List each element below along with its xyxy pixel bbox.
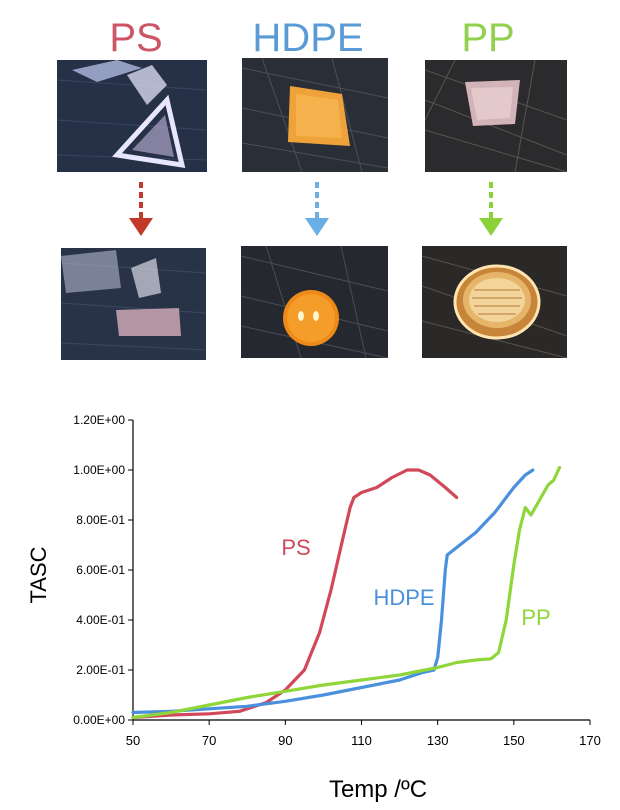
y-tick-label: 4.00E-01 bbox=[76, 613, 125, 627]
sample-title-hdpe: HDPE bbox=[252, 16, 364, 60]
pp-arrow-icon bbox=[479, 182, 503, 236]
pp-before-photo bbox=[425, 60, 567, 172]
pp-after-photo bbox=[422, 246, 567, 358]
y-tick-label: 6.00E-01 bbox=[76, 563, 125, 577]
series-label-hdpe: HDPE bbox=[373, 585, 434, 610]
x-axis-title: Temp /ºC bbox=[329, 776, 427, 803]
x-tick-label: 70 bbox=[202, 733, 216, 748]
x-tick-label: 150 bbox=[503, 733, 525, 748]
x-tick-label: 170 bbox=[579, 733, 601, 748]
series-label-ps: PS bbox=[281, 535, 310, 560]
hdpe-arrow-icon bbox=[305, 182, 329, 236]
ps-after-photo bbox=[61, 248, 206, 360]
sample-title-ps: PS bbox=[109, 16, 163, 60]
hdpe-after-photo bbox=[241, 246, 388, 358]
series-label-pp: PP bbox=[521, 605, 550, 630]
y-tick-label: 1.00E+00 bbox=[73, 463, 125, 477]
series-line-pp bbox=[131, 465, 562, 720]
y-tick-label: 8.00E-01 bbox=[76, 513, 125, 527]
x-tick-label: 110 bbox=[351, 733, 372, 748]
ps-arrow-icon bbox=[129, 182, 153, 236]
series-line-ps bbox=[131, 468, 459, 720]
x-tick-label: 50 bbox=[126, 733, 140, 748]
tasc-line-chart: 0.00E+00 2.00E-01 4.00E-01 6.00E-01 8.00E-01… bbox=[26, 413, 601, 803]
y-tick-label: 0.00E+00 bbox=[73, 713, 125, 727]
y-tick-label: 1.20E+00 bbox=[73, 413, 125, 427]
x-tick-label: 130 bbox=[427, 733, 449, 748]
hdpe-before-photo bbox=[242, 58, 388, 172]
x-tick-label: 90 bbox=[278, 733, 292, 748]
y-axis-title: TASC bbox=[26, 546, 51, 603]
ps-before-photo bbox=[57, 60, 207, 172]
series-line-hdpe bbox=[131, 468, 535, 715]
y-tick-label: 2.00E-01 bbox=[76, 663, 125, 677]
sample-title-pp: PP bbox=[461, 16, 515, 60]
